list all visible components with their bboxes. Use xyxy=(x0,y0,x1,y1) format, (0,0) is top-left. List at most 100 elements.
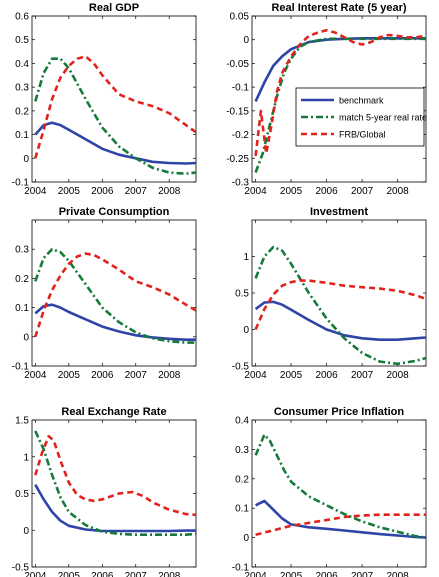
x-tick-label: 2005 xyxy=(280,571,303,577)
x-tick-label: 2008 xyxy=(386,370,409,381)
y-tick-label: 0.6 xyxy=(15,12,29,23)
y-tick-label: 0.3 xyxy=(235,445,249,456)
x-tick-label: 2006 xyxy=(91,571,114,577)
legend-label-frb: FRB/Global xyxy=(339,130,386,140)
x-tick-label: 2008 xyxy=(386,186,409,197)
series-line-match xyxy=(34,57,196,175)
plot-area xyxy=(31,219,197,367)
x-tick-label: 2005 xyxy=(58,186,81,197)
y-tick-label: 0 xyxy=(23,154,29,165)
x-tick-label: 2007 xyxy=(351,186,374,197)
y-tick-label: 0.4 xyxy=(15,59,29,70)
x-tick-label: 2007 xyxy=(351,370,374,381)
y-tick-label: 1 xyxy=(243,252,249,263)
series-line-frb xyxy=(254,279,426,331)
y-tick-label: 0 xyxy=(243,35,249,46)
x-tick-label: 2006 xyxy=(315,370,338,381)
y-tick-label: 0 xyxy=(243,533,249,544)
x-tick-label: 2004 xyxy=(244,370,267,381)
panel-1: Real GDP -0.1 0 0.1 0.2 0.3 0.4 0.5 0.6 2004 2005 2… xyxy=(12,2,197,197)
x-tick-label: 2006 xyxy=(315,186,338,197)
panel-title: Real Interest Rate (5 year) xyxy=(271,2,406,14)
series-line-frb xyxy=(34,252,196,338)
x-tick-label: 2004 xyxy=(244,571,267,577)
y-tick-label: -0.3 xyxy=(232,178,250,189)
x-tick-label: 2006 xyxy=(315,571,338,577)
series-line-match xyxy=(254,37,426,173)
x-tick-label: 2004 xyxy=(24,571,47,577)
plot-area xyxy=(31,419,197,568)
panel-title: Private Consumption xyxy=(59,206,170,218)
y-tick-label: -0.25 xyxy=(226,154,249,165)
y-tick-label: 0.1 xyxy=(235,504,249,515)
x-tick-label: 2005 xyxy=(58,370,81,381)
series-line-match xyxy=(34,430,196,537)
series-line-benchmark xyxy=(254,36,426,102)
legend-label-match: match 5-year real rate xyxy=(339,113,427,123)
y-tick-label: 0 xyxy=(23,526,29,537)
series-line-match xyxy=(254,245,426,366)
panel-4: Investment -0.5 0 0.5 1 2004 2005 2006 2007 2008 xyxy=(232,206,427,381)
y-tick-label: 0.2 xyxy=(15,106,29,117)
y-tick-label: 1.5 xyxy=(15,416,29,427)
series-line-benchmark xyxy=(34,121,196,165)
y-tick-label: 0.5 xyxy=(15,35,29,46)
panel-6: Consumer Price Inflation -0.1 0 0.1 0.2 0.3 0.… xyxy=(232,406,427,577)
y-tick-label: -0.15 xyxy=(226,106,249,117)
y-tick-label: 0.4 xyxy=(235,416,249,427)
x-tick-label: 2004 xyxy=(244,186,267,197)
panel-5: Real Exchange Rate -0.5 0 0.5 1 1.5 2004 2005 20… xyxy=(12,406,197,577)
y-tick-label: -0.1 xyxy=(232,563,250,574)
x-tick-label: 2007 xyxy=(125,186,148,197)
x-tick-label: 2007 xyxy=(351,571,374,577)
series-line-benchmark xyxy=(34,303,196,342)
y-tick-label: 0.2 xyxy=(15,274,29,285)
legend: benchmark match 5-year real rate FRB/Globa… xyxy=(295,87,427,147)
y-tick-label: 0.1 xyxy=(15,303,29,314)
y-tick-label: 0.3 xyxy=(15,83,29,94)
x-tick-label: 2007 xyxy=(125,370,148,381)
plot-area xyxy=(251,419,427,568)
x-tick-label: 2005 xyxy=(280,186,303,197)
x-tick-label: 2006 xyxy=(91,186,114,197)
plot-area xyxy=(251,219,427,367)
x-tick-label: 2008 xyxy=(158,571,181,577)
y-tick-label: 0 xyxy=(23,332,29,343)
y-tick-label: -0.1 xyxy=(12,178,30,189)
y-tick-label: 0.1 xyxy=(15,130,29,141)
series-line-benchmark xyxy=(255,499,426,539)
y-tick-label: 0.3 xyxy=(15,245,29,256)
y-tick-label: -0.2 xyxy=(232,130,250,141)
y-tick-label: 0.05 xyxy=(230,12,250,23)
x-tick-label: 2008 xyxy=(386,571,409,577)
plot-area xyxy=(31,15,197,183)
x-tick-label: 2008 xyxy=(158,186,181,197)
series-line-match xyxy=(34,247,196,344)
y-tick-label: -0.1 xyxy=(12,362,30,373)
y-tick-label: 1 xyxy=(23,452,29,463)
y-tick-label: 0 xyxy=(243,325,249,336)
panel-title: Investment xyxy=(310,206,368,218)
x-tick-label: 2006 xyxy=(91,370,114,381)
x-tick-label: 2005 xyxy=(280,370,303,381)
series-line-frb xyxy=(254,28,426,157)
y-tick-label: 0.2 xyxy=(235,474,249,485)
x-tick-label: 2004 xyxy=(24,370,47,381)
series-line-frb xyxy=(34,434,196,517)
series-line-match xyxy=(254,433,426,539)
y-tick-label: 0.5 xyxy=(15,489,29,500)
x-tick-label: 2005 xyxy=(58,571,81,577)
y-tick-label: -0.5 xyxy=(12,563,30,574)
y-tick-label: -0.1 xyxy=(232,83,250,94)
legend-label-benchmark: benchmark xyxy=(339,96,384,106)
panel-title: Real Exchange Rate xyxy=(61,406,166,418)
y-tick-label: -0.05 xyxy=(226,59,249,70)
y-tick-label: 0.5 xyxy=(235,289,249,300)
series-line-frb xyxy=(255,513,426,536)
panel-title: Real GDP xyxy=(89,2,139,14)
y-tick-label: -0.5 xyxy=(232,362,250,373)
x-tick-label: 2008 xyxy=(158,370,181,381)
panel-title: Consumer Price Inflation xyxy=(274,406,404,418)
panel-3: Private Consumption -0.1 0 0.1 0.2 0.3 2004 200… xyxy=(12,206,197,381)
